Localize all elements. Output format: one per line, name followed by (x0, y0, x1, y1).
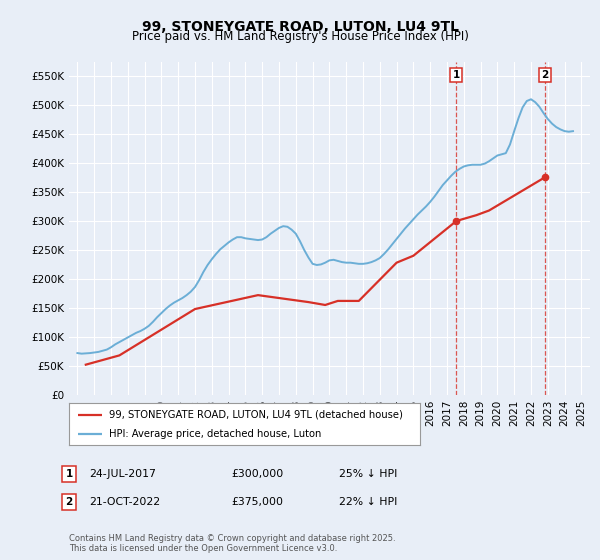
Text: HPI: Average price, detached house, Luton: HPI: Average price, detached house, Luto… (109, 429, 322, 439)
Text: 24-JUL-2017: 24-JUL-2017 (89, 469, 155, 479)
Text: 99, STONEYGATE ROAD, LUTON, LU4 9TL (detached house): 99, STONEYGATE ROAD, LUTON, LU4 9TL (det… (109, 409, 403, 419)
Text: 99, STONEYGATE ROAD, LUTON, LU4 9TL: 99, STONEYGATE ROAD, LUTON, LU4 9TL (142, 20, 458, 34)
Text: Contains HM Land Registry data © Crown copyright and database right 2025.
This d: Contains HM Land Registry data © Crown c… (69, 534, 395, 553)
Text: 21-OCT-2022: 21-OCT-2022 (89, 497, 160, 507)
Text: 1: 1 (453, 70, 460, 80)
Text: 1: 1 (65, 469, 73, 479)
Text: £300,000: £300,000 (231, 469, 283, 479)
Text: 2: 2 (65, 497, 73, 507)
Text: Price paid vs. HM Land Registry's House Price Index (HPI): Price paid vs. HM Land Registry's House … (131, 30, 469, 43)
Text: 2: 2 (541, 70, 548, 80)
Text: £375,000: £375,000 (231, 497, 283, 507)
Text: 25% ↓ HPI: 25% ↓ HPI (339, 469, 397, 479)
Text: 22% ↓ HPI: 22% ↓ HPI (339, 497, 397, 507)
